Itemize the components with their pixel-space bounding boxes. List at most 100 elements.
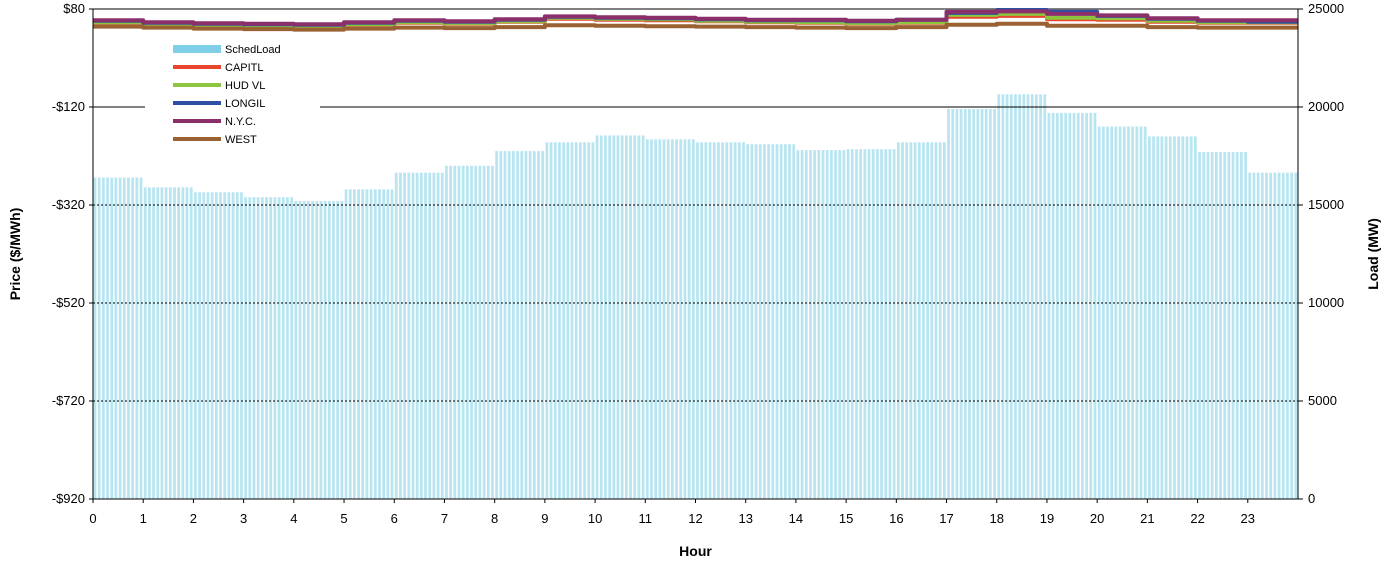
load-bar <box>612 135 616 500</box>
load-bar <box>997 94 1001 499</box>
load-bar <box>386 189 390 499</box>
load-bar <box>110 177 114 499</box>
load-bar <box>951 108 955 500</box>
right-tick-label: 25000 <box>1308 1 1344 16</box>
load-bar <box>1060 112 1063 499</box>
load-bar <box>315 201 319 499</box>
x-tick-label: 23 <box>1241 511 1255 526</box>
load-bar <box>558 142 561 499</box>
right-tick-label: 5000 <box>1308 393 1337 408</box>
load-bar <box>474 165 478 500</box>
load-bar <box>1022 94 1026 499</box>
load-bar <box>520 151 524 499</box>
load-bar <box>1152 136 1155 499</box>
load-bar <box>880 149 883 499</box>
load-bar <box>1030 94 1034 499</box>
load-bar <box>934 142 938 499</box>
load-bar <box>1101 126 1105 499</box>
load-bar <box>834 150 837 499</box>
load-bar <box>838 150 842 499</box>
legend-label: N.Y.C. <box>225 116 256 128</box>
load-bar <box>127 177 130 499</box>
left-tick-label: -$520 <box>52 295 85 310</box>
load-bar <box>101 177 105 499</box>
right-tick-label: 0 <box>1308 491 1315 506</box>
load-bar <box>562 142 565 499</box>
load-bar <box>725 142 729 499</box>
load-bar <box>750 144 754 500</box>
load-bar <box>403 172 407 499</box>
x-tick-label: 22 <box>1190 511 1204 526</box>
x-tick-label: 16 <box>889 511 903 526</box>
load-bar <box>545 142 549 499</box>
load-bar <box>185 187 189 500</box>
load-bar <box>457 165 461 500</box>
load-bar <box>1206 152 1210 499</box>
load-bar <box>763 144 766 500</box>
load-bar <box>1068 112 1072 499</box>
x-tick-label: 11 <box>639 511 653 526</box>
x-axis-title: Hour <box>679 543 712 559</box>
load-bar <box>1231 152 1235 499</box>
load-bar <box>269 197 273 499</box>
load-bar <box>821 150 825 499</box>
load-bar <box>424 172 427 499</box>
load-bar <box>850 149 854 499</box>
load-bar <box>1106 126 1109 499</box>
x-tick-label: 14 <box>789 511 803 526</box>
load-bar <box>1210 152 1214 499</box>
load-bar <box>599 135 603 500</box>
x-tick-label: 5 <box>340 511 347 526</box>
load-bar <box>114 177 118 499</box>
load-bar <box>578 142 582 499</box>
load-bar <box>1143 126 1147 499</box>
load-bar <box>666 139 670 499</box>
load-bar <box>1269 172 1273 499</box>
load-bar <box>1001 94 1005 499</box>
load-bar <box>503 151 507 499</box>
load-bar <box>645 139 649 499</box>
left-tick-label: -$720 <box>52 393 85 408</box>
load-bar <box>700 142 704 499</box>
load-bar <box>1168 136 1172 499</box>
load-bar <box>892 149 896 499</box>
load-bar <box>675 139 678 499</box>
load-bar <box>913 142 917 499</box>
load-bar <box>399 172 402 499</box>
load-bar <box>867 149 871 499</box>
load-bar <box>696 142 699 499</box>
load-bar <box>482 165 486 500</box>
load-bar <box>332 201 335 499</box>
load-bar <box>984 108 988 500</box>
load-bar <box>658 139 662 499</box>
load-bar <box>792 144 796 500</box>
series-line-west <box>93 21 1298 32</box>
load-bar <box>1076 112 1080 499</box>
load-bar <box>1051 112 1055 499</box>
load-bar <box>721 142 724 499</box>
x-tick-label: 19 <box>1040 511 1054 526</box>
load-bar <box>976 108 980 500</box>
load-bar <box>240 192 243 499</box>
load-bar <box>1202 152 1206 499</box>
right-tick-label: 15000 <box>1308 197 1344 212</box>
load-bar <box>742 142 745 499</box>
load-bar <box>1081 112 1084 499</box>
load-bar <box>1193 136 1197 499</box>
load-bar <box>465 165 469 500</box>
load-bar <box>390 189 394 499</box>
load-bar <box>93 177 97 499</box>
load-bar <box>219 192 222 499</box>
left-tick-label: $80 <box>63 1 85 16</box>
y-axis-title-right: Load (MW) <box>1365 218 1381 290</box>
load-bar <box>428 172 432 499</box>
right-tick-label: 20000 <box>1308 99 1344 114</box>
load-bar <box>1097 126 1101 499</box>
load-bar <box>147 187 151 500</box>
load-bar <box>231 192 235 499</box>
load-bar <box>139 177 143 499</box>
series-line-n-y-c <box>93 9 1298 27</box>
load-bar <box>373 189 377 499</box>
load-bar <box>143 187 147 500</box>
load-bar <box>1035 94 1038 499</box>
